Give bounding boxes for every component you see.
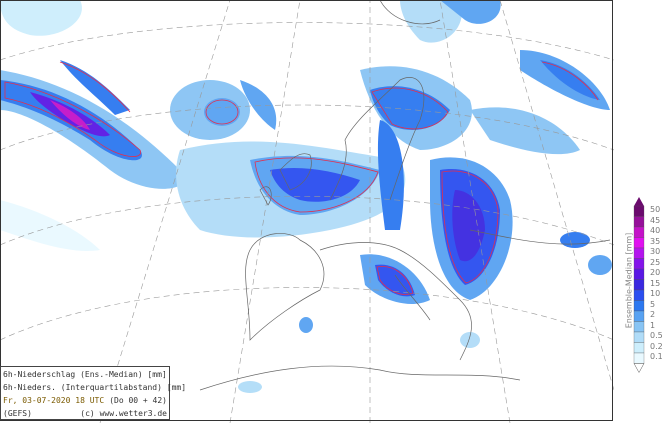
legend-swatch (633, 226, 645, 238)
legend-swatch (633, 247, 645, 259)
legend-swatch (633, 352, 645, 364)
legend-label: 25 (650, 257, 661, 267)
legend-label: 0.2 (650, 341, 663, 351)
legend-swatch (633, 205, 645, 217)
info-valid-date: Fr, 03-07-2020 18 UTC (3, 396, 105, 405)
legend-swatch (633, 279, 645, 291)
legend-swatch (633, 268, 645, 280)
legend-swatch (633, 331, 645, 343)
coastlines (199, 0, 611, 391)
legend-bottom-arrow (633, 363, 645, 374)
legend-swatch (633, 321, 645, 333)
legend-swatch (633, 289, 645, 301)
legend-swatch (633, 300, 645, 312)
legend-label: 10 (650, 289, 661, 298)
legend-label: 2 (650, 310, 656, 319)
spread-contours (4, 61, 599, 295)
precipitation-map (0, 0, 614, 423)
legend-label: 1 (650, 320, 656, 330)
legend-label: 15 (650, 278, 661, 288)
color-legend: Ensemble-Median [mm] 50 45 40 35 30 25 20 15 10 5… (618, 196, 665, 381)
legend-label: 0.1 (650, 352, 663, 361)
legend-swatch (633, 258, 645, 270)
legend-label: 20 (650, 268, 661, 277)
precip-fields (0, 0, 612, 393)
info-line-median: 6h-Niederschlag (Ens.-Median) [mm] (3, 370, 167, 379)
info-credit: (c) www.wetter3.de (80, 409, 167, 418)
legend-label: 0.5 (650, 331, 663, 340)
graticule (0, 0, 614, 423)
legend-swatch (633, 216, 645, 228)
legend-label: 30 (650, 247, 661, 256)
legend-label: 35 (650, 236, 661, 246)
legend-swatch (633, 237, 645, 249)
legend-label: 45 (650, 215, 661, 225)
map-info-box: 6h-Niederschlag (Ens.-Median) [mm] 6h-Ni… (0, 366, 186, 420)
legend-colorbar (633, 197, 645, 374)
info-line-iqr: 6h-Nieders. (Interquartilabstand) [mm] (3, 383, 187, 392)
legend-label: 5 (650, 299, 656, 309)
legend-swatch (633, 310, 645, 322)
legend-label: 50 (650, 205, 661, 214)
info-run: (Do 00 + 42) (109, 396, 167, 405)
legend-label: 40 (650, 226, 661, 235)
legend-swatch (633, 342, 645, 354)
info-model: (GEFS) (3, 409, 32, 418)
legend-top-arrow (634, 197, 644, 206)
